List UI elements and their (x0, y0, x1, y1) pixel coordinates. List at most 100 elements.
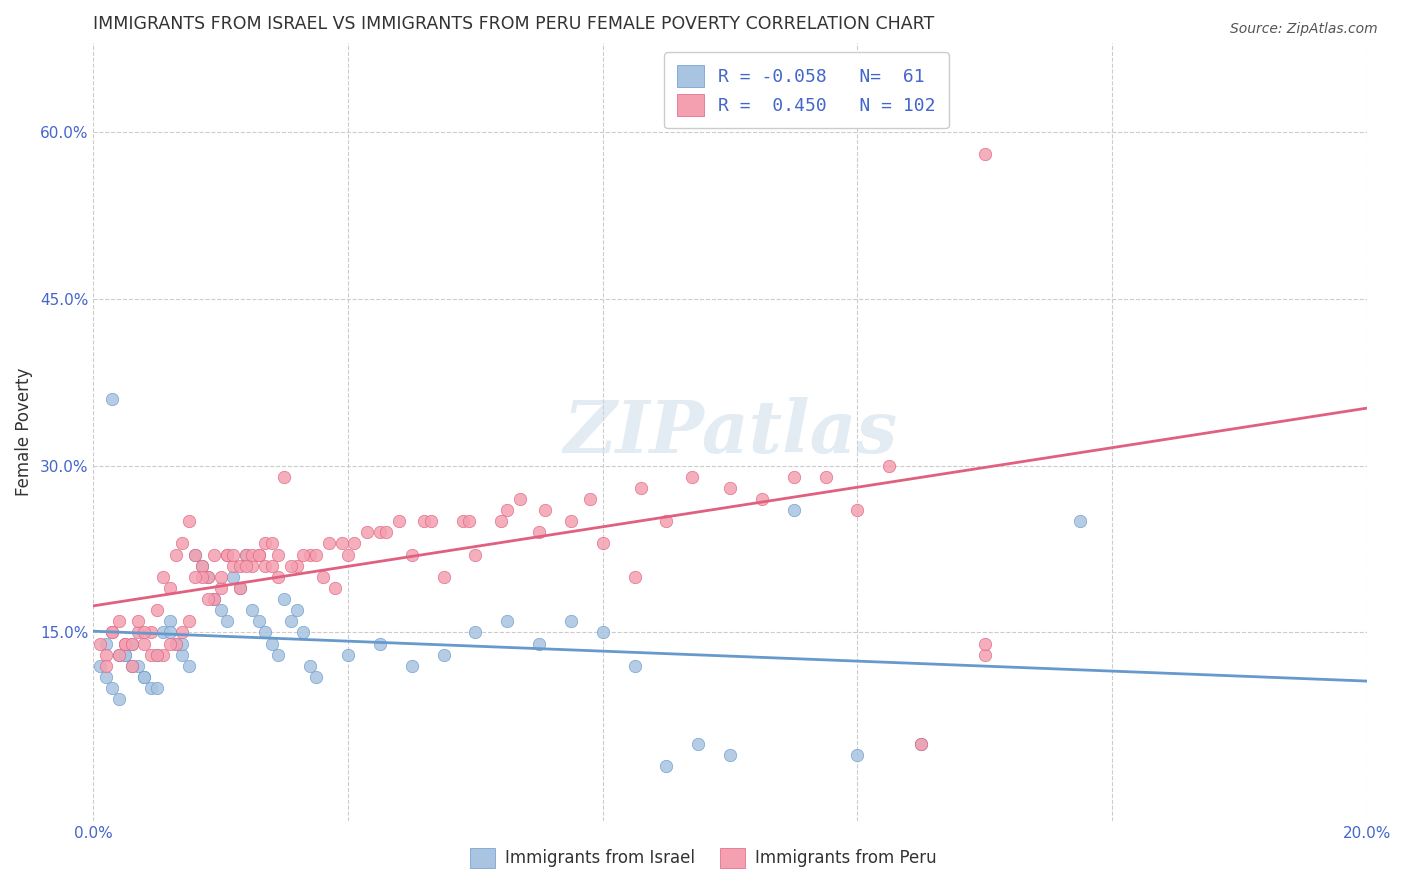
Point (655, 514, 678, 528)
Point (527, 525, 550, 540)
Point (280, 558, 302, 573)
Point (509, 491, 531, 506)
Point (356, 525, 378, 540)
Y-axis label: Female Poverty: Female Poverty (15, 368, 32, 496)
Point (1069, 514, 1091, 528)
Point (107, 614, 129, 628)
Point (107, 692, 129, 706)
Point (190, 558, 212, 573)
Point (101, 392, 124, 406)
Point (209, 570, 232, 584)
Point (114, 648, 136, 662)
Legend: Immigrants from Israel, Immigrants from Peru: Immigrants from Israel, Immigrants from … (463, 841, 943, 875)
Point (413, 514, 436, 528)
Point (247, 614, 270, 628)
Point (337, 548, 360, 562)
Point (432, 648, 454, 662)
Point (101, 625, 124, 640)
Point (172, 636, 194, 650)
Point (107, 648, 129, 662)
Point (235, 548, 257, 562)
Point (330, 536, 353, 550)
Point (527, 636, 550, 650)
Point (184, 570, 207, 584)
Point (267, 548, 290, 562)
Point (267, 570, 290, 584)
Point (489, 514, 512, 528)
Point (146, 648, 169, 662)
Point (184, 548, 207, 562)
Point (172, 648, 194, 662)
Point (242, 558, 264, 573)
Point (323, 581, 346, 595)
Point (114, 648, 136, 662)
Point (579, 491, 602, 506)
Point (127, 625, 149, 640)
Text: ZIPatlas: ZIPatlas (562, 397, 897, 467)
Point (197, 570, 219, 584)
Point (94, 670, 117, 684)
Point (458, 514, 481, 528)
Point (311, 570, 333, 584)
Point (121, 658, 143, 673)
Point (197, 592, 219, 607)
Point (298, 548, 321, 562)
Point (209, 603, 232, 617)
Point (229, 581, 252, 595)
Point (190, 570, 212, 584)
Point (254, 536, 277, 550)
Point (451, 514, 474, 528)
Point (177, 614, 200, 628)
Point (337, 648, 360, 662)
Point (197, 570, 219, 584)
Point (260, 558, 283, 573)
Point (139, 648, 162, 662)
Point (209, 581, 232, 595)
Point (688, 737, 710, 751)
Point (139, 625, 162, 640)
Point (146, 681, 169, 695)
Point (260, 636, 283, 650)
Point (165, 636, 187, 650)
Point (814, 469, 837, 483)
Point (305, 548, 328, 562)
Point (343, 536, 366, 550)
Point (94, 648, 117, 662)
Point (134, 625, 156, 640)
Point (215, 548, 238, 562)
Point (368, 525, 391, 540)
Point (172, 625, 194, 640)
Point (101, 681, 124, 695)
Point (318, 536, 340, 550)
Point (165, 636, 187, 650)
Point (121, 636, 143, 650)
Point (973, 648, 995, 662)
Point (229, 558, 252, 573)
Point (107, 648, 129, 662)
Point (159, 614, 181, 628)
Point (260, 536, 283, 550)
Point (134, 670, 156, 684)
Point (121, 636, 143, 650)
Point (534, 503, 557, 517)
Point (846, 747, 869, 762)
Point (165, 548, 187, 562)
Point (121, 658, 143, 673)
Point (298, 658, 321, 673)
Point (560, 514, 582, 528)
Point (375, 525, 398, 540)
Point (177, 658, 200, 673)
Point (247, 548, 270, 562)
Point (127, 614, 149, 628)
Point (215, 614, 238, 628)
Point (432, 570, 454, 584)
Point (464, 548, 486, 562)
Point (184, 548, 207, 562)
Point (388, 514, 411, 528)
Text: Source: ZipAtlas.com: Source: ZipAtlas.com (1230, 22, 1378, 37)
Point (235, 558, 257, 573)
Point (190, 558, 212, 573)
Point (273, 592, 295, 607)
Point (368, 636, 391, 650)
Text: IMMIGRANTS FROM ISRAEL VS IMMIGRANTS FROM PERU FEMALE POVERTY CORRELATION CHART: IMMIGRANTS FROM ISRAEL VS IMMIGRANTS FRO… (93, 15, 935, 33)
